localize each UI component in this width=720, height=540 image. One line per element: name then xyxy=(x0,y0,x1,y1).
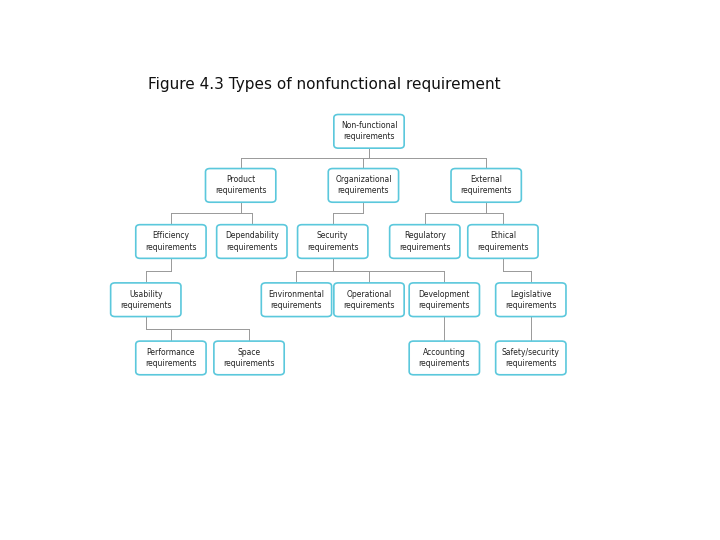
FancyBboxPatch shape xyxy=(409,341,480,375)
FancyBboxPatch shape xyxy=(297,225,368,258)
Text: Product
requirements: Product requirements xyxy=(215,176,266,195)
FancyBboxPatch shape xyxy=(495,341,566,375)
FancyBboxPatch shape xyxy=(205,168,276,202)
Text: Space
requirements: Space requirements xyxy=(223,348,275,368)
Text: Figure 4.3 Types of nonfunctional requirement: Figure 4.3 Types of nonfunctional requir… xyxy=(148,77,500,92)
Text: Regulatory
requirements: Regulatory requirements xyxy=(399,232,451,252)
Text: Organizational
requirements: Organizational requirements xyxy=(336,176,392,195)
Text: Dependability
requirements: Dependability requirements xyxy=(225,232,279,252)
Text: Legislative
requirements: Legislative requirements xyxy=(505,289,557,310)
FancyBboxPatch shape xyxy=(409,283,480,316)
Text: Non-functional
requirements: Non-functional requirements xyxy=(341,122,397,141)
FancyBboxPatch shape xyxy=(334,283,404,316)
Text: External
requirements: External requirements xyxy=(460,176,512,195)
Text: Development
requirements: Development requirements xyxy=(418,289,470,310)
FancyBboxPatch shape xyxy=(136,341,206,375)
Text: Ethical
requirements: Ethical requirements xyxy=(477,232,528,252)
FancyBboxPatch shape xyxy=(468,225,538,258)
FancyBboxPatch shape xyxy=(214,341,284,375)
FancyBboxPatch shape xyxy=(451,168,521,202)
Text: Security
requirements: Security requirements xyxy=(307,232,359,252)
Text: Operational
requirements: Operational requirements xyxy=(343,289,395,310)
FancyBboxPatch shape xyxy=(217,225,287,258)
FancyBboxPatch shape xyxy=(390,225,460,258)
Text: Efficiency
requirements: Efficiency requirements xyxy=(145,232,197,252)
FancyBboxPatch shape xyxy=(495,283,566,316)
FancyBboxPatch shape xyxy=(111,283,181,316)
FancyBboxPatch shape xyxy=(136,225,206,258)
Text: Usability
requirements: Usability requirements xyxy=(120,289,171,310)
Text: Performance
requirements: Performance requirements xyxy=(145,348,197,368)
Text: Safety/security
requirements: Safety/security requirements xyxy=(502,348,559,368)
FancyBboxPatch shape xyxy=(261,283,332,316)
Text: Environmental
requirements: Environmental requirements xyxy=(269,289,325,310)
Text: Accounting
requirements: Accounting requirements xyxy=(418,348,470,368)
FancyBboxPatch shape xyxy=(334,114,404,148)
FancyBboxPatch shape xyxy=(328,168,399,202)
